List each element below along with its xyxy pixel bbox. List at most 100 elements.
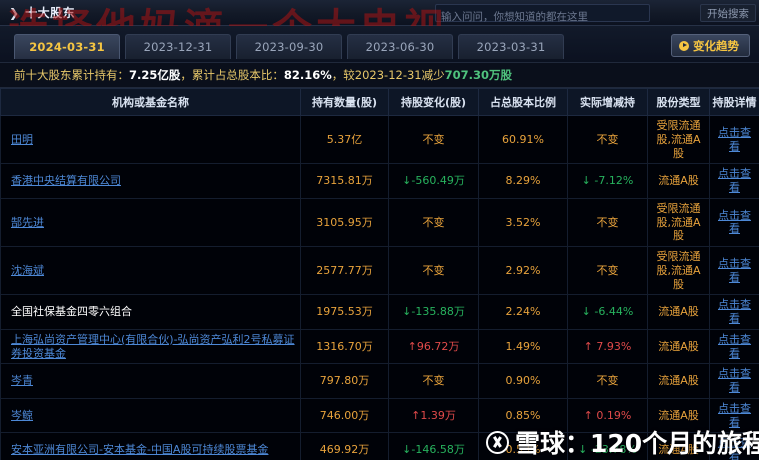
cell-name[interactable]: 田明 — [0, 114, 301, 165]
cell-detail[interactable]: 点击查看 — [709, 245, 759, 296]
summary-total-shares: 7.25亿股 — [129, 68, 181, 82]
summary-change-value: 707.30万股 — [444, 68, 513, 82]
table-row[interactable]: 安本亚洲有限公司-安本基金-中国A股可持续股票基金 469.92万 ↓-146.58… — [0, 432, 759, 460]
cell-change: 不变 — [388, 197, 479, 248]
chevron-right-icon[interactable]: ❯ — [9, 5, 20, 20]
holder-name-link[interactable]: 郜先进 — [11, 215, 44, 229]
col-header-detail[interactable]: 持股详情 — [709, 88, 759, 116]
summary-total-pct: 82.16% — [283, 68, 332, 82]
trend-button[interactable]: 变化趋势 — [671, 34, 750, 57]
table-row[interactable]: 香港中央结算有限公司 7315.81万 ↓-560.49万 8.29% ↓ -7.12%… — [0, 163, 759, 199]
actual-change-value: 不变 — [596, 263, 619, 277]
col-header-actual[interactable]: 实际增减持 — [567, 88, 648, 116]
change-value: ↓-135.88万 — [402, 305, 465, 319]
view-detail-link[interactable]: 点击查看 — [718, 332, 751, 360]
col-header-name[interactable]: 机构或基金名称 — [0, 88, 301, 116]
cell-pct: 2.92% — [478, 245, 568, 296]
actual-change-value: ↑ 7.93% — [583, 339, 632, 353]
table-row[interactable]: 沈海斌 2577.77万 不变 2.92% 不变 受限流通股,流通A股 点击查看 — [0, 245, 759, 296]
view-detail-link[interactable]: 点击查看 — [718, 436, 751, 460]
cell-pct: 3.52% — [478, 197, 568, 248]
col-header-amount[interactable]: 持有数量(股) — [300, 88, 389, 116]
tab-date-2[interactable]: 2023-09-30 — [236, 34, 342, 59]
cell-amount: 5.37亿 — [300, 114, 389, 165]
cell-name[interactable]: 全国社保基金四零六组合 — [0, 294, 301, 330]
summary-mid-text: ，累计占总股本比： — [180, 68, 284, 82]
cell-detail[interactable]: 点击查看 — [709, 294, 759, 330]
tab-date-4[interactable]: 2023-03-31 — [458, 34, 564, 59]
holder-name-link[interactable]: 岑鲸 — [11, 408, 33, 422]
view-detail-link[interactable]: 点击查看 — [718, 167, 751, 194]
change-value: 不变 — [422, 263, 445, 277]
cell-detail[interactable]: 点击查看 — [709, 114, 759, 165]
cell-detail[interactable]: 点击查看 — [709, 432, 759, 460]
col-header-pct[interactable]: 占总股本比例 — [478, 88, 568, 116]
cell-name[interactable]: 沈海斌 — [0, 245, 301, 296]
table-row[interactable]: 郜先进 3105.95万 不变 3.52% 不变 受限流通股,流通A股 点击查看 — [0, 197, 759, 248]
view-detail-link[interactable]: 点击查看 — [718, 401, 751, 429]
cell-amount: 1316.70万 — [300, 328, 389, 365]
table-header-row: 机构或基金名称 持有数量(股) 持股变化(股) 占总股本比例 实际增减持 股份类… — [0, 88, 759, 116]
cell-share-type: 受限流通股,流通A股 — [647, 245, 710, 296]
change-value: ↓-560.49万 — [402, 174, 465, 188]
cell-detail[interactable]: 点击查看 — [709, 197, 759, 248]
col-header-change[interactable]: 持股变化(股) — [388, 88, 479, 116]
table-row[interactable]: 全国社保基金四零六组合 1975.53万 ↓-135.88万 2.24% ↓ -6.44… — [0, 294, 759, 330]
cell-name[interactable]: 郜先进 — [0, 197, 301, 248]
actual-change-value: 不变 — [596, 374, 619, 388]
cell-actual-change: ↑ 7.93% — [567, 328, 648, 365]
trend-button-label: 变化趋势 — [693, 38, 739, 53]
search-input[interactable] — [436, 9, 649, 25]
cell-detail[interactable]: 点击查看 — [709, 163, 759, 199]
cell-change: ↑1.39万 — [388, 397, 479, 434]
change-value: 不变 — [422, 215, 445, 229]
actual-change-value: ↓ -7.12% — [581, 174, 634, 188]
col-header-sharetype[interactable]: 股份类型 — [647, 88, 710, 116]
cell-name[interactable]: 香港中央结算有限公司 — [0, 163, 301, 199]
tab-date-1[interactable]: 2023-12-31 — [125, 34, 231, 59]
cell-actual-change: ↑ 0.19% — [567, 397, 648, 434]
cell-pct: 0.53% — [478, 432, 568, 460]
holder-name-link[interactable]: 岑青 — [11, 374, 33, 388]
cell-amount: 746.00万 — [300, 397, 389, 434]
change-value: 不变 — [422, 374, 445, 388]
page-title: 十大股东 — [25, 6, 76, 20]
tab-date-0[interactable]: 2024-03-31 — [14, 34, 120, 59]
cell-share-type: 流通A股 — [647, 397, 710, 434]
holder-name-link[interactable]: 田明 — [11, 132, 33, 146]
cell-detail[interactable]: 点击查看 — [709, 363, 759, 399]
date-tabs: 2024-03-31 2023-12-31 2023-09-30 2023-06… — [14, 34, 564, 59]
view-detail-link[interactable]: 点击查看 — [718, 256, 751, 284]
view-detail-link[interactable]: 点击查看 — [718, 298, 751, 325]
search-box[interactable] — [435, 4, 650, 25]
cell-amount: 1975.53万 — [300, 294, 389, 330]
actual-change-value: 不变 — [596, 132, 619, 146]
actual-change-value: ↓ -6.44% — [581, 305, 634, 319]
cell-name[interactable]: 上海弘尚资产管理中心(有限合伙)-弘尚资产弘利2号私募证券投资基金 — [0, 328, 301, 365]
table-row[interactable]: 田明 5.37亿 不变 60.91% 不变 受限流通股,流通A股 点击查看 — [0, 114, 759, 165]
view-detail-link[interactable]: 点击查看 — [718, 367, 751, 394]
cell-name[interactable]: 安本亚洲有限公司-安本基金-中国A股可持续股票基金 — [0, 432, 301, 460]
table-row[interactable]: 岑鲸 746.00万 ↑1.39万 0.85% ↑ 0.19% 流通A股 点击查看 — [0, 397, 759, 434]
tab-date-3[interactable]: 2023-06-30 — [347, 34, 453, 59]
search-button[interactable]: 开始搜索 — [700, 4, 756, 22]
holder-name-link[interactable]: 沈海斌 — [11, 263, 44, 277]
holders-table-container[interactable]: 机构或基金名称 持有数量(股) 持股变化(股) 占总股本比例 实际增减持 股份类… — [0, 88, 759, 460]
view-detail-link[interactable]: 点击查看 — [718, 208, 751, 236]
table-row[interactable]: 上海弘尚资产管理中心(有限合伙)-弘尚资产弘利2号私募证券投资基金 1316.70… — [0, 328, 759, 365]
cell-share-type: 受限流通股,流通A股 — [647, 114, 710, 165]
view-detail-link[interactable]: 点击查看 — [718, 125, 751, 153]
holder-name-link[interactable]: 安本亚洲有限公司-安本基金-中国A股可持续股票基金 — [11, 443, 269, 457]
cell-pct: 60.91% — [478, 114, 568, 165]
cell-amount: 469.92万 — [300, 432, 389, 460]
cell-detail[interactable]: 点击查看 — [709, 397, 759, 434]
holder-name-link[interactable]: 香港中央结算有限公司 — [11, 174, 121, 188]
cell-name[interactable]: 岑青 — [0, 363, 301, 399]
table-row[interactable]: 岑青 797.80万 不变 0.90% 不变 流通A股 点击查看 — [0, 363, 759, 399]
cell-detail[interactable]: 点击查看 — [709, 328, 759, 365]
holder-name-link[interactable]: 上海弘尚资产管理中心(有限合伙)-弘尚资产弘利2号私募证券投资基金 — [11, 332, 295, 360]
cell-name[interactable]: 岑鲸 — [0, 397, 301, 434]
cell-pct: 0.85% — [478, 397, 568, 434]
cell-actual-change: ↓ -6.44% — [567, 294, 648, 330]
cell-pct: 1.49% — [478, 328, 568, 365]
